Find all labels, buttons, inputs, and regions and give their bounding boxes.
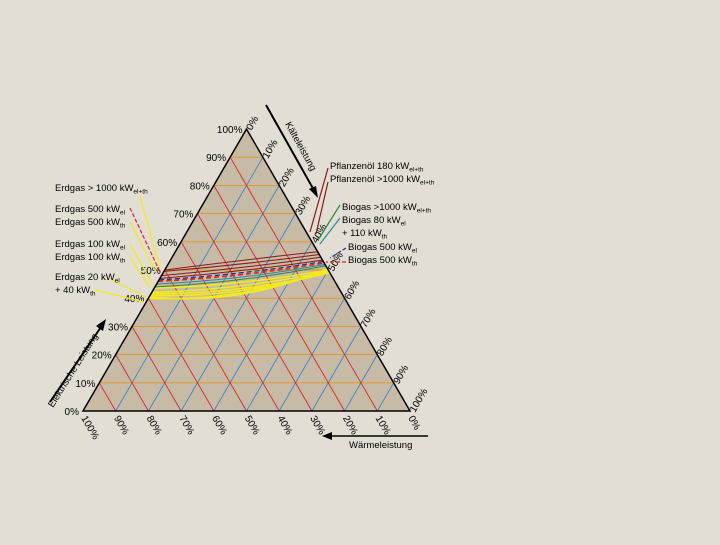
grid-line-heat <box>98 382 117 412</box>
grid-line-heat <box>229 156 378 412</box>
triangle-outline <box>81 127 412 412</box>
label-biogas-1000: + 110 kWth <box>342 228 388 241</box>
region-curve <box>164 251 318 271</box>
cooling-tick-label: 10% <box>261 138 281 161</box>
label-pflanzenoel: Pflanzenöl 180 kWel+th <box>330 161 424 174</box>
electric-tick-label: 60% <box>157 238 177 249</box>
cooling-tick-label: 30% <box>294 194 314 217</box>
leader-line <box>315 181 329 235</box>
label-biogas-1000: Biogas 80 kWel <box>342 215 406 228</box>
heat-tick-label: 20% <box>340 414 360 437</box>
grid-line-heat <box>131 326 182 412</box>
grid-line-cooling <box>180 213 296 412</box>
electric-tick-label: 0% <box>65 407 80 418</box>
heat-tick-label: 0% <box>405 414 422 432</box>
cooling-tick-label: 70% <box>359 307 379 330</box>
label-biogas-500: Biogas 500 kWel <box>348 242 418 255</box>
heat-tick-label: 100% <box>78 414 100 442</box>
leader-line <box>129 221 157 273</box>
heat-tick-label: 40% <box>275 414 295 437</box>
grid-line-cooling <box>115 156 264 412</box>
label-erdgas-100: Erdgas 100 kWel <box>55 239 126 252</box>
label-erdgas-500: Erdgas 500 kWth <box>55 217 126 230</box>
heat-tick-label: 10% <box>373 414 393 437</box>
label-erdgas-20: + 40 kWth <box>55 285 96 298</box>
electric-tick-label: 90% <box>206 153 226 164</box>
leader-line <box>94 289 145 303</box>
cooling-tick-label: 100% <box>408 387 430 415</box>
region-curve <box>159 259 323 279</box>
grid-line-cooling <box>246 269 329 412</box>
leader-line <box>129 243 153 284</box>
grid-line-cooling <box>311 326 362 412</box>
label-leader-lines <box>94 167 347 303</box>
leader-line <box>317 204 341 241</box>
grid-line-heat <box>180 241 280 412</box>
region-curve <box>161 256 321 277</box>
leader-line <box>319 217 341 245</box>
electric-tick-label: 20% <box>92 351 112 362</box>
leader-line <box>107 277 147 298</box>
heat-tick-label: 90% <box>111 414 131 437</box>
label-erdgas-100: Erdgas 100 kWth <box>55 252 126 265</box>
leader-line <box>139 195 161 269</box>
leader-line <box>129 207 161 273</box>
region-curve <box>163 254 320 272</box>
heat-axis-label: Wärmeleistung <box>349 440 412 451</box>
heat-tick-label: 80% <box>144 414 164 437</box>
electric-tick-label: 100% <box>217 125 243 136</box>
region-curve <box>154 265 326 288</box>
grid-line-heat <box>148 297 215 412</box>
grid-line-heat <box>213 185 345 412</box>
region-curve <box>158 262 325 283</box>
cooling-tick-label: 60% <box>343 279 363 302</box>
label-erdgas-500: Erdgas 500 kWel <box>55 204 126 217</box>
leader-line <box>129 256 151 289</box>
region-curve <box>156 263 326 285</box>
region-curves <box>148 251 331 300</box>
electric-axis-arrow <box>49 319 106 403</box>
label-erdgas-20: Erdgas 20 kWel <box>55 272 120 285</box>
heat-ticks: 0% 10% 20% 30% 40% 50% 60% 70% 80% 90% 100% <box>78 414 422 442</box>
cooling-tick-label: 80% <box>375 335 395 358</box>
leader-line <box>309 167 329 233</box>
grid-line-cooling <box>376 382 395 412</box>
heat-axis-arrow <box>322 432 428 440</box>
heat-tick-label: 50% <box>242 414 262 437</box>
grid-line-heat <box>197 213 313 412</box>
leader-line <box>329 247 347 259</box>
grid-line-heat <box>115 354 149 412</box>
heat-tick-label: 60% <box>209 414 229 437</box>
label-biogas-500: Biogas 500 kWth <box>348 255 418 268</box>
label-erdgas-1000: Erdgas > 1000 kWel+th <box>55 183 148 196</box>
heat-tick-label: 30% <box>307 414 327 437</box>
cooling-tick-label: 20% <box>277 166 297 189</box>
region-curve <box>158 260 324 281</box>
region-curve <box>154 269 329 290</box>
label-pflanzenoel: Pflanzenöl >1000 kWel+th <box>330 174 435 187</box>
electric-tick-label: 50% <box>141 266 161 277</box>
region-curve <box>151 270 330 294</box>
electric-tick-label: 10% <box>75 379 95 390</box>
region-curve <box>150 272 331 295</box>
cooling-axis-arrow <box>265 104 318 198</box>
label-biogas-1000: Biogas >1000 kWel+th <box>342 202 431 215</box>
electric-tick-label: 30% <box>108 322 128 333</box>
electric-tick-label: 80% <box>190 181 210 192</box>
heat-tick-label: 70% <box>177 414 197 437</box>
cooling-tick-label: 90% <box>392 363 412 386</box>
electric-tick-label: 70% <box>173 210 193 221</box>
